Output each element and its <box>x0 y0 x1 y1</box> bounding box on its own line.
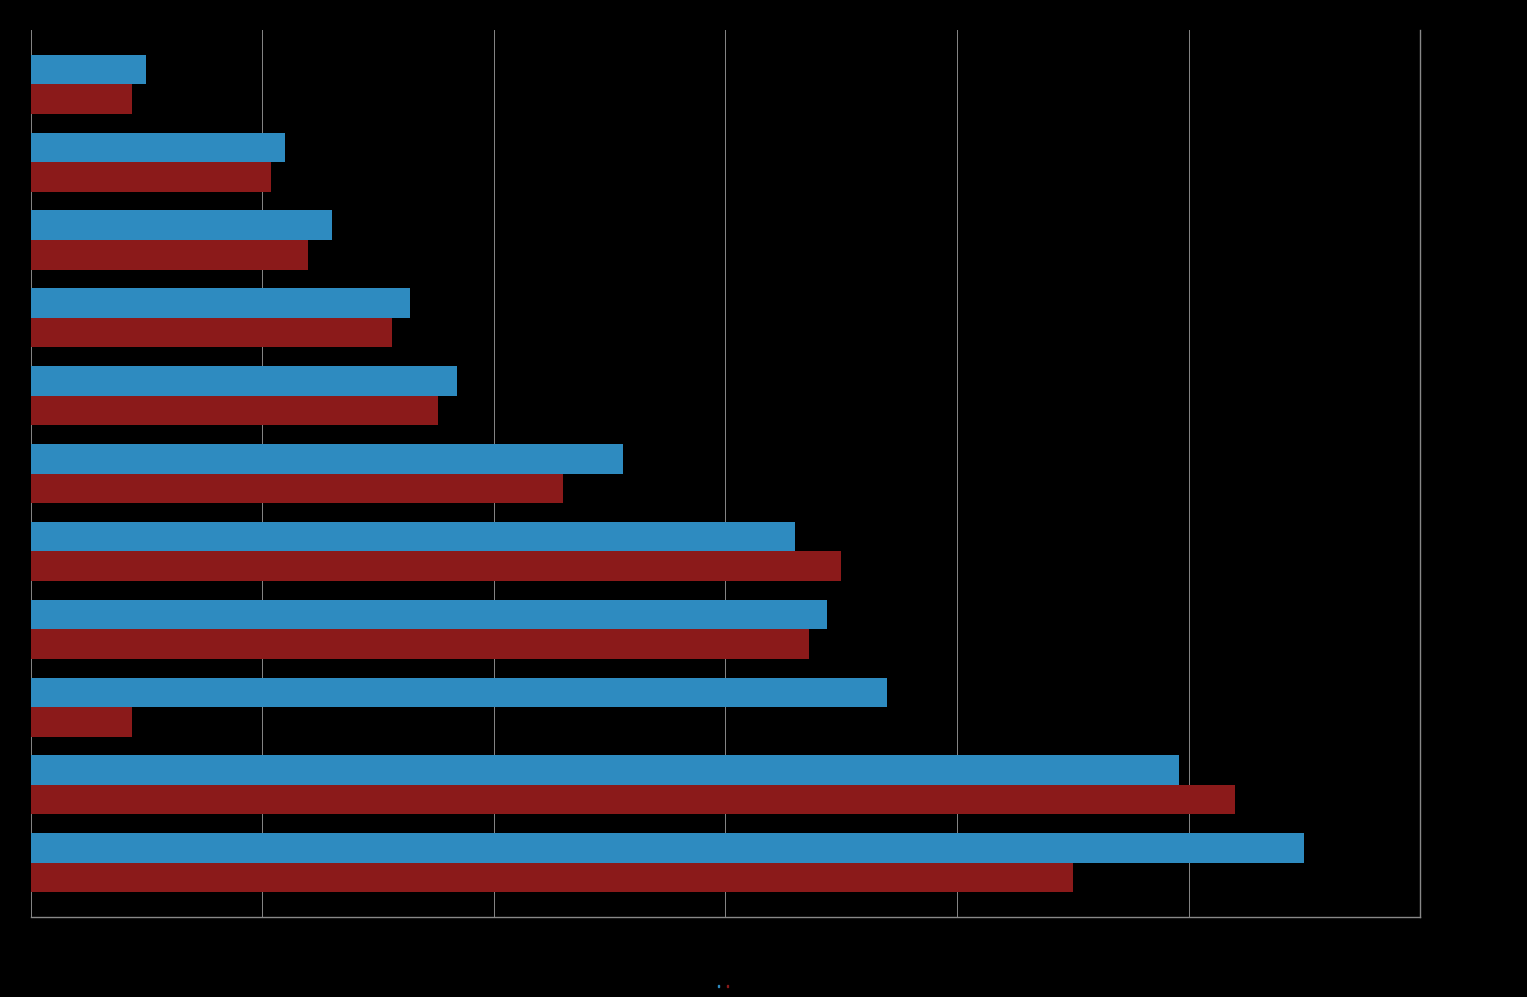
Bar <box>31 599 828 629</box>
Bar <box>31 366 457 396</box>
Legend: 2012, 2013: 2012, 2013 <box>718 985 733 988</box>
Bar <box>31 163 272 191</box>
Bar <box>31 444 623 474</box>
Bar <box>31 474 563 503</box>
Bar <box>31 210 331 240</box>
Bar <box>31 862 1072 892</box>
Bar <box>31 756 1179 785</box>
Bar <box>31 240 308 269</box>
Bar <box>31 678 887 707</box>
Bar <box>31 551 841 581</box>
Bar <box>31 55 147 85</box>
Bar <box>31 396 438 426</box>
Bar <box>31 133 286 163</box>
Bar <box>31 833 1304 862</box>
Bar <box>31 288 411 318</box>
Bar <box>31 85 133 114</box>
Bar <box>31 629 809 659</box>
Bar <box>31 707 133 737</box>
Bar <box>31 318 392 348</box>
Bar <box>31 521 794 551</box>
Bar <box>31 785 1235 815</box>
